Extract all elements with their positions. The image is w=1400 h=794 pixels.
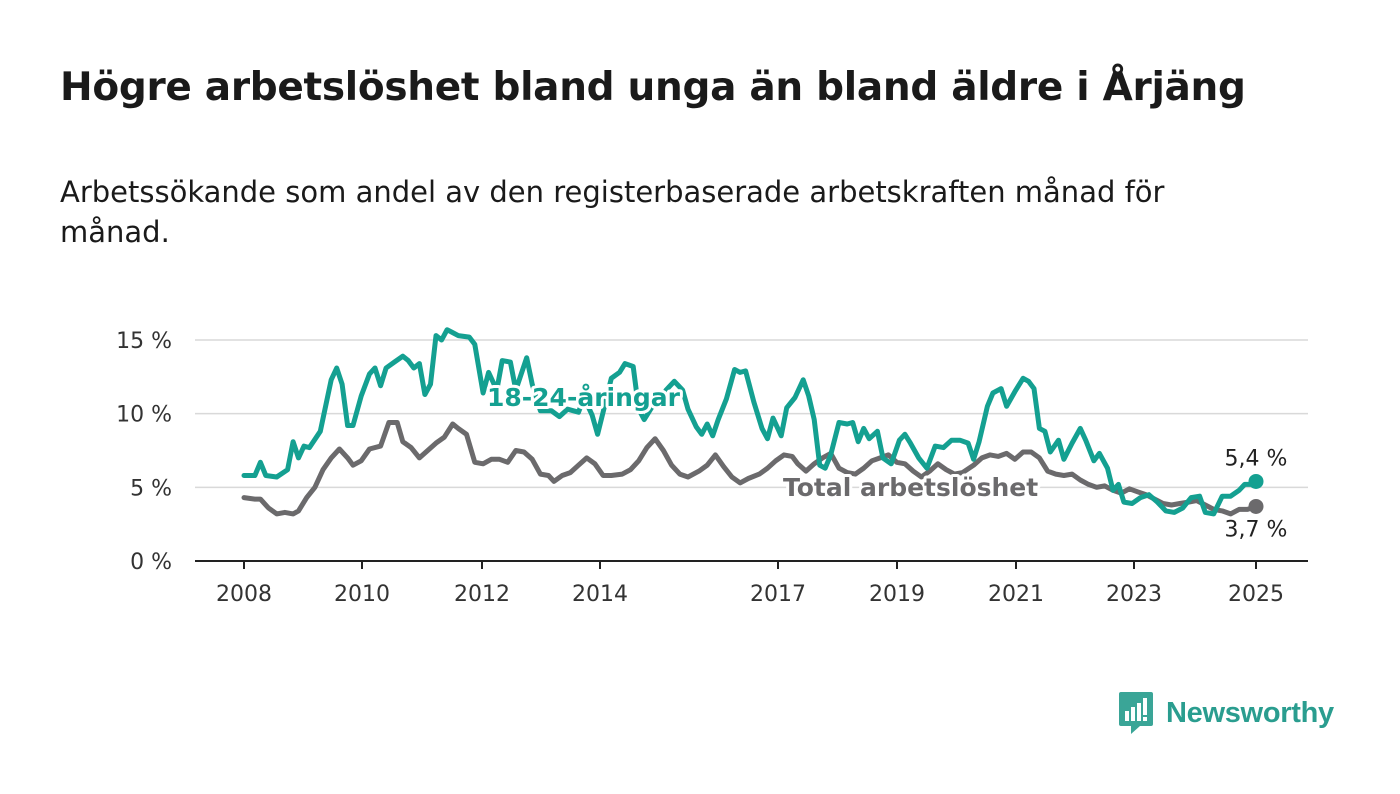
x-tick-label: 2014 [572, 582, 628, 607]
x-tick-label: 2012 [454, 582, 510, 607]
end-point-total [1248, 498, 1264, 514]
series-label-total: Total arbetslöshet [783, 473, 1038, 502]
chart-subtitle: Arbetssökande som andel av den registerb… [60, 175, 1165, 249]
end-value-total: 3,7 % [1225, 517, 1288, 542]
series-label-18-24: 18-24-åringar [487, 383, 681, 412]
x-tick-label: 2008 [216, 582, 272, 607]
chart-title: Högre arbetslöshet bland unga än bland ä… [60, 65, 1246, 110]
brand-name: Newsworthy [1166, 696, 1334, 729]
y-tick-label: 0 % [130, 550, 172, 575]
y-tick-label: 15 % [116, 329, 172, 354]
end-point-18-24 [1248, 473, 1264, 489]
x-tick-label: 2017 [750, 582, 806, 607]
series-line-18-24 [241, 327, 1259, 517]
brand-icon-bubble [1119, 692, 1153, 734]
end-value-18-24: 5,4 % [1225, 446, 1288, 471]
y-tick-label: 5 % [130, 476, 172, 501]
series-line-total [241, 420, 1259, 517]
x-tick-label: 2023 [1106, 582, 1162, 607]
x-tick-label: 2021 [988, 582, 1044, 607]
x-tick-label: 2025 [1228, 582, 1284, 607]
x-tick-label: 2010 [334, 582, 390, 607]
y-tick-label: 10 % [116, 403, 172, 428]
bar-chart-speech-bubble-icon [1119, 692, 1153, 734]
x-tick-label: 2019 [869, 582, 925, 607]
brand-logo: Newsworthy [1118, 690, 1334, 736]
